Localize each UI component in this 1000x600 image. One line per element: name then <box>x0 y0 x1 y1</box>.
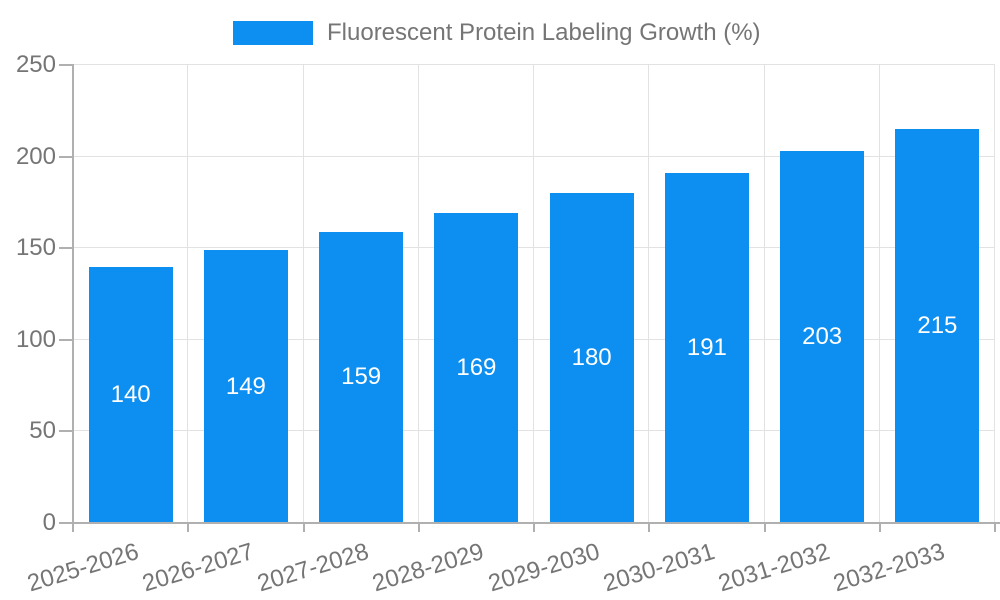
x-axis-tick <box>72 523 74 532</box>
y-axis-tick <box>59 64 72 66</box>
legend-swatch-icon <box>233 21 313 45</box>
gridline-vertical <box>648 64 650 523</box>
x-axis-tick <box>417 523 420 532</box>
legend-label: Fluorescent Protein Labeling Growth (%) <box>327 19 761 46</box>
gridline-horizontal <box>73 338 995 340</box>
x-axis-tick <box>533 523 535 532</box>
bar-2028-2029 <box>434 213 519 522</box>
bar-value-label: 149 <box>225 372 266 400</box>
bar-2025-2026 <box>88 266 173 522</box>
x-axis-tick <box>763 523 766 532</box>
bar-2027-2028 <box>319 231 404 522</box>
y-axis-tick <box>59 430 72 433</box>
y-axis-line <box>72 64 74 523</box>
bar-2026-2027 <box>203 250 288 522</box>
gridline-horizontal <box>73 430 995 432</box>
bar-value-label: 159 <box>341 363 382 391</box>
x-axis-line <box>59 522 1000 524</box>
bar-value-label: 180 <box>571 344 612 372</box>
y-axis-tick-label: 250 <box>15 51 56 78</box>
bar-2031-2032 <box>780 151 865 522</box>
bar-value-label: 215 <box>917 312 958 340</box>
gridline-vertical <box>763 64 765 523</box>
y-axis-tick-label: 150 <box>15 234 56 262</box>
bar-value-label: 203 <box>802 323 843 351</box>
gridline-vertical <box>187 64 189 523</box>
bar-2029-2030 <box>549 193 634 522</box>
x-axis-tick <box>994 523 996 532</box>
legend: Fluorescent Protein Labeling Growth (%) <box>233 19 761 47</box>
x-axis-tick <box>648 523 651 532</box>
y-axis-tick-label: 0 <box>42 509 56 536</box>
bar-2032-2033 <box>895 129 980 522</box>
gridline-vertical <box>417 64 419 523</box>
x-axis-tick <box>878 523 881 532</box>
gridline-vertical <box>994 64 995 523</box>
gridline-horizontal <box>73 247 995 249</box>
gridline-horizontal <box>73 64 995 65</box>
y-axis-tick-label: 200 <box>15 142 56 170</box>
bar-value-label: 191 <box>686 334 727 362</box>
gridline-vertical <box>302 64 304 523</box>
bar-value-label: 140 <box>110 380 151 408</box>
x-axis-tick <box>187 523 190 532</box>
bar-value-label: 169 <box>456 354 497 382</box>
bar-2030-2031 <box>664 173 749 522</box>
gridline-vertical <box>878 64 880 523</box>
y-axis-tick <box>59 338 72 341</box>
y-axis-tick <box>59 155 72 158</box>
gridline-horizontal <box>73 155 995 157</box>
x-axis-tick <box>302 523 305 532</box>
y-axis-tick <box>59 247 72 250</box>
gridline-vertical <box>533 64 534 523</box>
y-axis-tick-label: 100 <box>15 325 56 353</box>
y-axis-tick-label: 50 <box>29 417 56 445</box>
